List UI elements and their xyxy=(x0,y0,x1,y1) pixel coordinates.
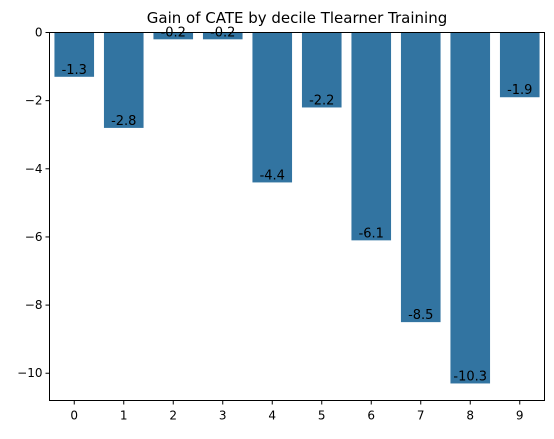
bar-6 xyxy=(351,32,392,241)
x-tick-label-4: 4 xyxy=(268,409,276,423)
data-label-1: -2.8 xyxy=(111,114,136,129)
x-tick-label-1: 1 xyxy=(120,409,128,423)
y-tick-label-0: 0 xyxy=(35,26,43,40)
y-tick-label-5: −10 xyxy=(17,366,42,380)
data-label-8: -10.3 xyxy=(453,369,487,384)
y-tick-label-4: −8 xyxy=(25,298,43,312)
bar-8 xyxy=(450,32,491,384)
data-label-9: -1.9 xyxy=(507,83,532,98)
y-tick-label-1: −2 xyxy=(25,94,43,108)
chart-title: Gain of CATE by decile Tlearner Training xyxy=(147,9,447,27)
bars-layer xyxy=(54,32,540,384)
x-tick-label-3: 3 xyxy=(219,409,227,423)
bar-2 xyxy=(153,32,194,40)
data-label-0: -1.3 xyxy=(62,63,87,78)
bar-1 xyxy=(103,32,144,128)
bar-7 xyxy=(400,32,441,323)
bar-5 xyxy=(301,32,342,108)
ticks-layer: 0 1 2 3 4 5 6 7 8 9 0 −2 −4 −6 −8 −10 xyxy=(17,26,523,423)
data-label-7: -8.5 xyxy=(408,308,433,323)
bar-9 xyxy=(499,32,540,98)
x-tick-label-0: 0 xyxy=(70,409,78,423)
x-tick-label-7: 7 xyxy=(417,409,425,423)
bar-4 xyxy=(252,32,293,183)
bar-0 xyxy=(54,32,95,77)
x-tick-label-8: 8 xyxy=(466,409,474,423)
x-tick-label-9: 9 xyxy=(516,409,524,423)
x-tick-label-6: 6 xyxy=(367,409,375,423)
x-tick-label-2: 2 xyxy=(169,409,177,423)
data-label-6: -6.1 xyxy=(359,226,384,241)
y-tick-label-3: −6 xyxy=(25,230,43,244)
x-tick-label-5: 5 xyxy=(318,409,326,423)
data-label-4: -4.4 xyxy=(260,168,285,183)
data-labels-layer: -1.3-2.8-0.2 -0.2-4.4-2.2-6.1-8.5-10.3-1.… xyxy=(62,25,533,384)
y-tick-label-2: −4 xyxy=(25,162,43,176)
data-label-5: -2.2 xyxy=(309,93,334,108)
plot-frame xyxy=(49,32,545,401)
bar-3 xyxy=(202,32,243,40)
